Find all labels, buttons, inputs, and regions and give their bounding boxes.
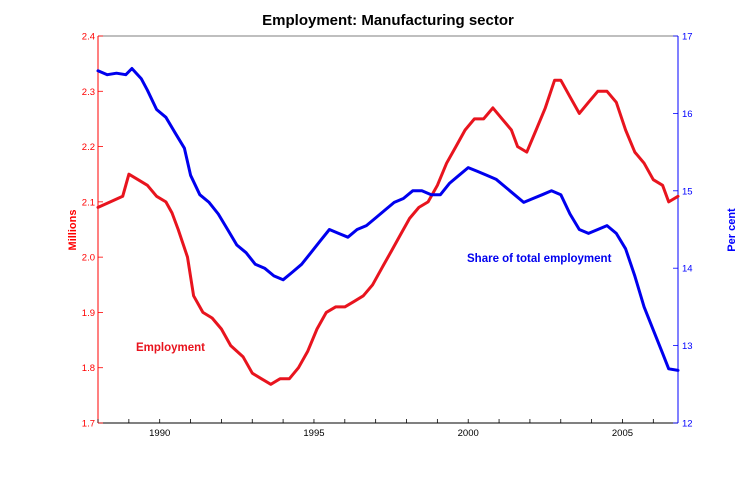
x-tick-label: 2000 [458,428,479,439]
right-y-tick-label: 15 [682,186,693,197]
share-series-line [96,67,680,372]
right-y-ticks: 12 13 14 15 16 17 [673,32,693,430]
x-ticks: 1990 1995 2000 2005 [97,419,654,439]
right-y-tick-label: 16 [682,109,693,120]
right-y-tick-label: 13 [682,341,693,352]
left-y-tick-label: 1.8 [82,363,95,374]
x-tick-label: 2005 [612,428,633,439]
chart-title: Employment: Manufacturing sector [262,12,514,29]
left-y-tick-label: 2.0 [82,253,95,264]
employment-annotation: Employment [136,342,205,354]
right-y-tick-label: 12 [682,419,693,430]
share-annotation: Share of total employment [467,253,612,265]
x-tick-label: 1995 [303,428,324,439]
left-y-tick-label: 1.9 [82,308,95,319]
x-tick-label: 1990 [149,428,170,439]
right-y-tick-label: 14 [682,264,693,275]
left-y-tick-label: 1.7 [82,419,95,430]
employment-series-line [96,78,680,386]
left-y-tick-label: 2.3 [82,87,95,98]
right-y-axis-label: Per cent [726,208,738,252]
left-y-tick-label: 2.4 [82,32,95,43]
right-y-tick-label: 17 [682,32,693,43]
left-y-ticks: 1.7 1.8 1.9 2.0 2.1 2.2 2.3 2.4 [82,32,103,430]
left-y-tick-label: 2.2 [82,142,95,153]
left-y-axis-label: Millions [67,210,79,251]
left-y-tick-label: 2.1 [82,197,95,208]
